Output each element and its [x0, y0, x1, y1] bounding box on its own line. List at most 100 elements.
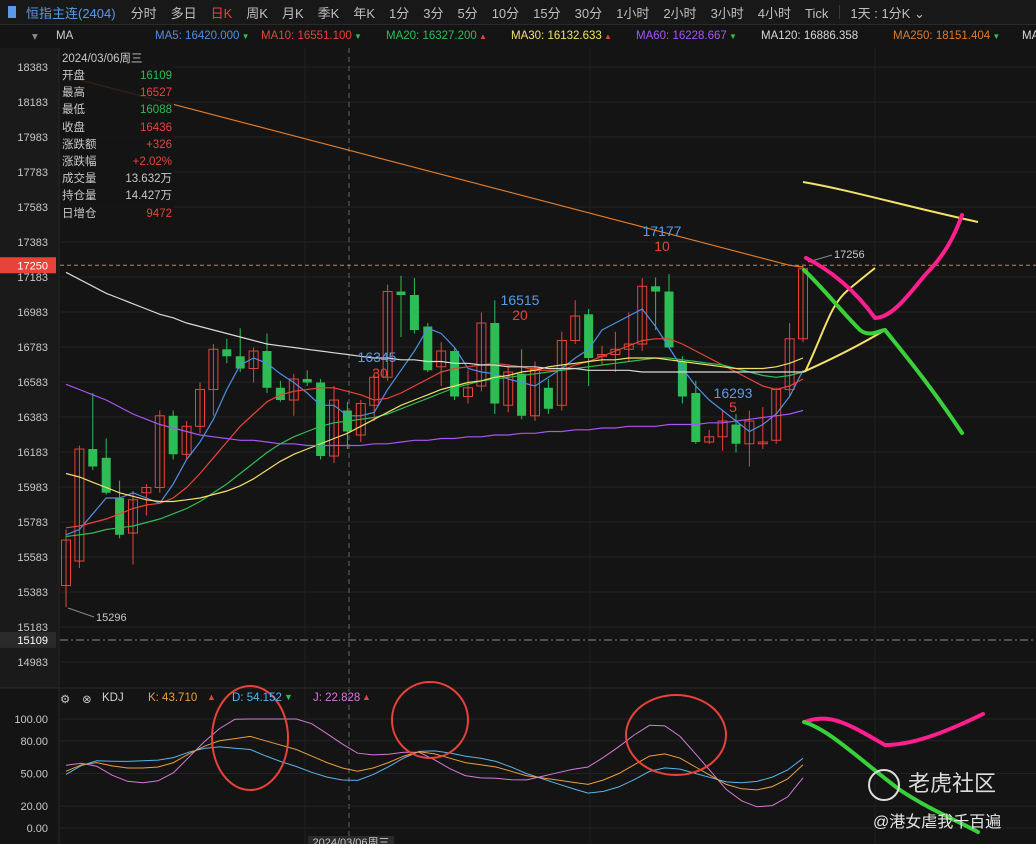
ma-legend-value: 18151.404	[935, 30, 991, 42]
annotation-count: 5	[729, 399, 737, 415]
price-tick-label: 18383	[17, 62, 48, 74]
candle-body	[584, 314, 594, 359]
candle-body	[530, 368, 540, 417]
candle-body	[302, 379, 312, 383]
ma-legend-7: MA	[1022, 30, 1036, 42]
tab-2[interactable]: 日K	[210, 5, 233, 21]
candle-body	[651, 286, 661, 292]
info-row-label: 日增仓	[62, 207, 97, 220]
info-row: 涨跌幅 +2.02%	[60, 154, 174, 171]
period-selector[interactable]: 1天 : 1分K ⌄	[844, 3, 931, 22]
info-row: 开盘 16109	[60, 68, 174, 85]
ma-collapse-icon[interactable]: ▾	[32, 31, 38, 43]
candle-body	[262, 351, 272, 388]
candle-body	[222, 349, 232, 357]
annotation-price: 17177	[643, 223, 682, 239]
annotation-count: 20	[512, 307, 528, 323]
info-rows: 开盘 16109 最高 16527 最低 16088 收盘 16436 涨跌额 +326 涨跌幅 +2…	[60, 68, 174, 223]
ohlc-info-box: 2024/03/06周三 开盘 16109 最高 16527 最低 16088 收盘 1643…	[60, 48, 174, 220]
info-row-value: 14.427万	[125, 190, 172, 203]
annotation-price: 16293	[714, 385, 753, 401]
bottom-date-tag	[308, 836, 394, 844]
tab-5[interactable]: 季K	[317, 5, 340, 21]
top-toolbar: 恒指主连(2404) 分时 多日 日K 周K 月K 季K 年K 1分 3分 5分 10分 15分 30分…	[0, 0, 1036, 25]
candle-body	[235, 356, 245, 369]
price-tick-label: 14983	[17, 657, 48, 669]
candle-body	[704, 436, 715, 443]
candle-body	[570, 315, 581, 342]
candle-body	[423, 326, 433, 371]
ma-legend-value: 16420.000	[185, 30, 240, 42]
candle-body	[101, 457, 111, 493]
tab-4[interactable]: 月K	[281, 5, 304, 21]
price-tick-label: 15583	[17, 552, 48, 564]
tab-10[interactable]: 10分	[491, 5, 520, 21]
watermark: 老虎社区	[868, 766, 996, 802]
candle-body	[476, 322, 487, 387]
candle-body	[784, 338, 795, 391]
tab-3[interactable]: 周K	[246, 5, 268, 21]
candle-body	[181, 425, 192, 455]
tab-6[interactable]: 年K	[353, 5, 375, 21]
info-row-value: 16088	[140, 104, 172, 117]
ma-legend-value: 16228.667	[672, 30, 727, 42]
ma-legend-5: MA120: 16886.358	[761, 30, 858, 42]
ma-legend-name: MA	[1022, 30, 1036, 42]
tab-11[interactable]: 15分	[533, 5, 561, 21]
close-icon[interactable]: ⊗	[82, 694, 92, 706]
kdj-j-arrow: ▲	[362, 692, 371, 702]
kdj-k-arrow: ▲	[207, 692, 216, 702]
info-row-value: 13.632万	[125, 173, 172, 186]
candle-body	[195, 389, 205, 427]
info-row: 最高 16527	[60, 85, 174, 102]
instrument-title[interactable]: 恒指主连(2404)	[0, 3, 124, 22]
annotation-price: 16345	[358, 349, 397, 365]
price-tick-label: 15783	[17, 517, 48, 529]
kdj-tick-label: 20.00	[20, 801, 48, 813]
low-label: 15296	[96, 612, 127, 624]
tab-14[interactable]: 2小时	[663, 5, 697, 21]
current-price-tag	[0, 257, 56, 274]
tab-16[interactable]: 4小时	[757, 5, 792, 21]
price-tick-label: 15983	[17, 482, 48, 494]
kdj-tick-label: 100.00	[14, 714, 48, 726]
candle-body	[556, 340, 567, 406]
tab-15[interactable]: 3小时	[710, 5, 744, 21]
candle-body	[128, 499, 138, 534]
tab-12[interactable]: 30分	[574, 5, 603, 21]
drawn-kdj-magenta	[803, 712, 985, 748]
tab-9[interactable]: 5分	[457, 5, 478, 21]
info-row-label: 持仓量	[62, 190, 97, 203]
candle-body	[771, 389, 782, 441]
tab-1[interactable]: 多日	[170, 5, 197, 21]
candle-body	[677, 361, 687, 397]
candle-body	[396, 291, 406, 296]
info-row-value: +2.02%	[132, 155, 172, 168]
kdj-tick-label: 0.00	[27, 823, 48, 835]
settings-icon[interactable]: ⚙	[60, 694, 71, 706]
drawn-yellow-upper	[802, 181, 979, 223]
tab-8[interactable]: 3分	[423, 5, 444, 21]
tab-13[interactable]: 1小时	[616, 5, 650, 21]
info-row: 持仓量 14.427万	[60, 188, 174, 205]
candle-body	[597, 354, 607, 357]
price-tick-label: 15383	[17, 587, 48, 599]
instrument-marker	[8, 5, 16, 18]
info-row-value: 9472	[146, 207, 172, 220]
tab-17[interactable]: Tick	[805, 5, 829, 21]
ma-legend-bar: ▾ MA MA5: 16420.000 ▼ MA10: 16551.100 ▼ MA20…	[0, 26, 1036, 46]
tab-0[interactable]: 分时	[130, 5, 157, 21]
candle-body	[731, 424, 741, 444]
info-row-label: 开盘	[62, 70, 85, 82]
ma-legend-arrow: ▼	[990, 32, 1001, 41]
ma-line-MA60	[65, 383, 804, 447]
ma-legend-arrow: ▼	[239, 32, 250, 41]
kdj-label: KDJ	[102, 692, 124, 704]
ma-legend-3: MA30: 16132.633 ▲	[511, 30, 612, 42]
bottom-date-label: 2024/03/06周三	[312, 836, 389, 844]
ma-line-MA5	[65, 308, 804, 536]
ma-legend-value: 16551.100	[297, 30, 352, 42]
tab-7[interactable]: 1分	[388, 5, 410, 21]
price-tick-label: 16783	[17, 342, 48, 354]
price-tick-label: 17183	[17, 272, 48, 284]
